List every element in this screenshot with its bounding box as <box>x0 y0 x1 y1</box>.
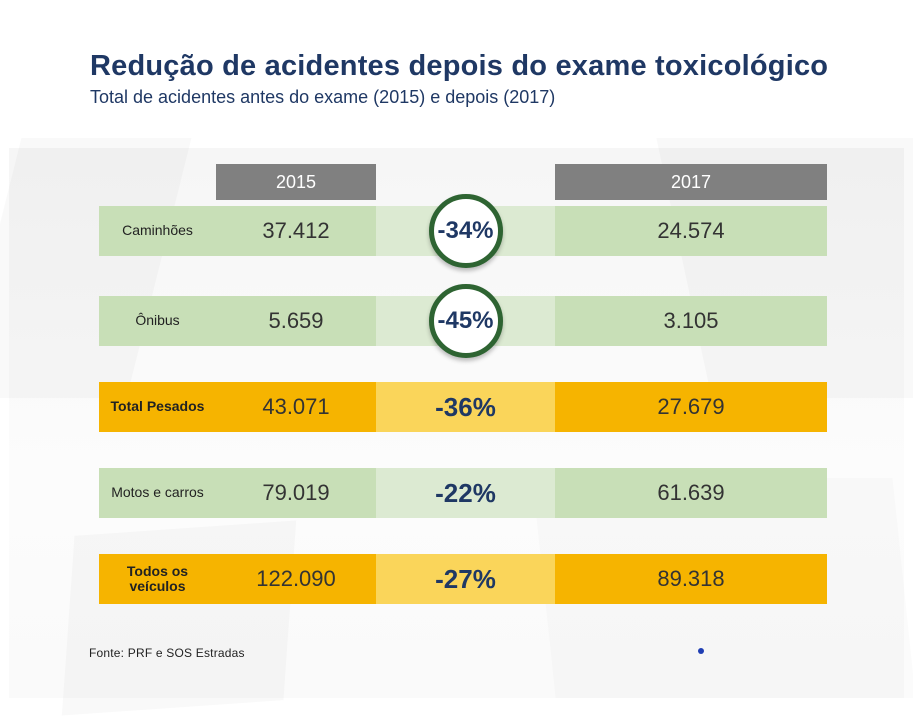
value-2017: 61.639 <box>555 468 827 518</box>
row-label: Todos os veículos <box>99 554 216 604</box>
row-label: Total Pesados <box>99 382 216 432</box>
page: Redução de acidentes depois do exame tox… <box>0 0 913 720</box>
pct-value: -22% <box>376 468 555 518</box>
pct-value: -36% <box>376 382 555 432</box>
change-cell: -36% <box>376 382 555 432</box>
change-cell: -45% <box>376 296 555 346</box>
table-row: Todos os veículos122.090-27%89.318 <box>99 554 827 604</box>
pct-circle: -34% <box>429 194 503 268</box>
source-footnote: Fonte: PRF e SOS Estradas <box>89 646 245 660</box>
row-label: Caminhões <box>99 206 216 256</box>
table-row: Caminhões37.412-34%24.574 <box>99 206 827 256</box>
change-cell: -34% <box>376 206 555 256</box>
table-row: Total Pesados43.071-36%27.679 <box>99 382 827 432</box>
page-subtitle: Total de acidentes antes do exame (2015)… <box>90 87 828 108</box>
value-2017: 3.105 <box>555 296 827 346</box>
data-panel: 2015 2017 Fonte: PRF e SOS Estradas Cami… <box>9 148 904 698</box>
value-2015: 79.019 <box>216 468 376 518</box>
table-row: Motos e carros79.019-22%61.639 <box>99 468 827 518</box>
bg-decoration <box>0 138 191 398</box>
table-row: Ônibus5.659-45%3.105 <box>99 296 827 346</box>
header: Redução de acidentes depois do exame tox… <box>90 50 828 108</box>
page-title: Redução de acidentes depois do exame tox… <box>90 50 828 83</box>
pct-value: -27% <box>376 554 555 604</box>
value-2015: 122.090 <box>216 554 376 604</box>
row-label: Motos e carros <box>99 468 216 518</box>
value-2017: 89.318 <box>555 554 827 604</box>
change-cell: -27% <box>376 554 555 604</box>
value-2015: 5.659 <box>216 296 376 346</box>
value-2015: 43.071 <box>216 382 376 432</box>
value-2015: 37.412 <box>216 206 376 256</box>
bg-decoration <box>62 521 296 716</box>
value-2017: 27.679 <box>555 382 827 432</box>
pct-circle: -45% <box>429 284 503 358</box>
decorative-dot <box>698 648 704 654</box>
column-header-2017: 2017 <box>555 164 827 200</box>
change-cell: -22% <box>376 468 555 518</box>
value-2017: 24.574 <box>555 206 827 256</box>
row-label: Ônibus <box>99 296 216 346</box>
column-header-2015: 2015 <box>216 164 376 200</box>
pct-value: -45% <box>434 289 498 353</box>
pct-value: -34% <box>434 199 498 263</box>
